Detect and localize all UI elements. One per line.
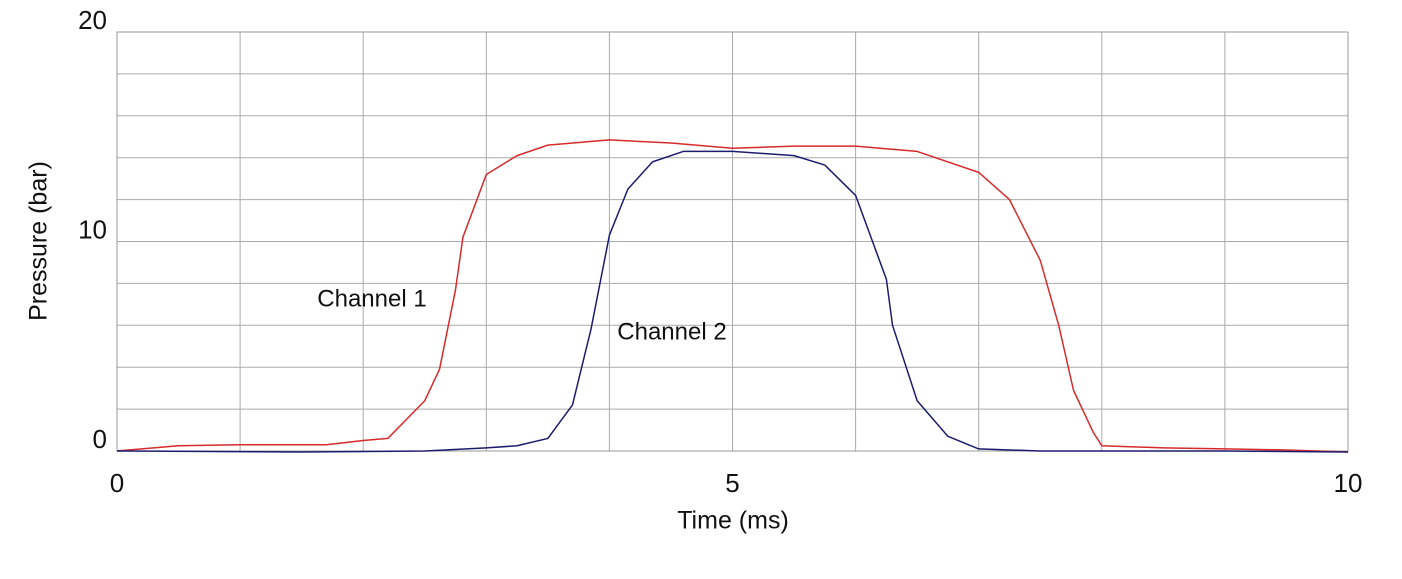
y-tick-label: 20 [78,5,107,35]
y-axis-label: Pressure (bar) [25,161,53,321]
x-tick-label: 0 [110,468,124,498]
x-axis-label: Time (ms) [677,507,789,535]
annotation: Channel 2 [617,318,726,345]
plot-frame [116,31,1349,452]
line [116,150,1349,453]
annotation: Channel 1 [317,285,426,312]
x-tick-label: 5 [725,468,739,498]
x-tick-label: 10 [1334,468,1363,498]
line [116,139,1349,453]
y-tick-label: 10 [78,214,107,244]
y-tick-label: 0 [93,424,107,454]
